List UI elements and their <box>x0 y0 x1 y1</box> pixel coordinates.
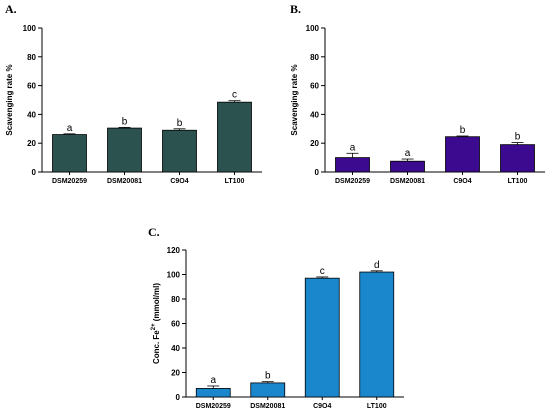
x-tick-label: LT100 <box>225 178 245 185</box>
bar-dsm20081 <box>107 127 142 173</box>
significance-label: b <box>177 118 183 129</box>
significance-label: d <box>374 260 380 271</box>
y-axis-label-main: Conc. Fe <box>152 330 161 364</box>
bar-lt100 <box>500 144 535 173</box>
y-tick-label: 60 <box>171 320 180 329</box>
x-tick-label: C9O4 <box>453 178 471 185</box>
panel-label: B. <box>290 2 301 16</box>
bar-c9o4 <box>445 136 480 173</box>
y-tick-label: 20 <box>27 139 36 148</box>
chart-panel-3: C. 0 20 40 60 80 100 120 Conc. Fe2+ (mmol/ml) a DS… <box>148 225 404 410</box>
bar-dsm20259 <box>195 388 231 398</box>
bar-dsm20081 <box>250 382 286 398</box>
y-tick-label: 40 <box>27 110 36 119</box>
y-tick-label: 40 <box>310 110 319 119</box>
x-tick-label: DSM20081 <box>390 178 425 185</box>
chart-panel-1: A. 0 20 40 60 80 100 Scavenging rate % a DSM20259… <box>5 2 262 185</box>
significance-label: b <box>460 125 466 136</box>
x-tick-label: DSM20259 <box>335 178 370 185</box>
bar-lt100 <box>359 271 395 398</box>
y-tick-label: 100 <box>306 24 320 33</box>
x-tick-label: C9O4 <box>313 403 331 410</box>
y-tick-label: 80 <box>27 53 36 62</box>
x-tick-label: LT100 <box>367 403 387 410</box>
y-axis-label: Conc. Fe2+ (mmol/ml) <box>151 283 161 364</box>
x-tick-label: DSM20259 <box>196 403 231 410</box>
x-tick-label: C9O4 <box>170 178 188 185</box>
bar-dsm20259 <box>52 134 87 173</box>
y-tick-label: 100 <box>167 271 181 280</box>
y-tick-label: 60 <box>27 82 36 91</box>
significance-label: a <box>67 123 73 134</box>
x-tick-label: LT100 <box>508 178 528 185</box>
y-tick-label: 0 <box>176 393 181 402</box>
y-tick-label: 0 <box>32 168 37 177</box>
bar-c9o4 <box>304 277 340 398</box>
significance-label: b <box>122 116 128 127</box>
significance-label: a <box>350 142 356 153</box>
y-tick-label: 100 <box>23 24 37 33</box>
significance-label: c <box>232 90 237 101</box>
chart-panel-2: B. 0 20 40 60 80 100 Scavenging rate % a DSM20259… <box>290 2 545 185</box>
y-tick-label: 80 <box>310 53 319 62</box>
bar-lt100 <box>217 101 252 173</box>
significance-label: c <box>320 266 325 277</box>
y-tick-label: 120 <box>167 246 181 255</box>
y-tick-label: 80 <box>171 295 180 304</box>
significance-label: a <box>405 148 411 159</box>
x-tick-label: DSM20259 <box>52 178 87 185</box>
bar-c9o4 <box>162 129 197 173</box>
significance-label: b <box>265 371 271 382</box>
x-tick-label: DSM20081 <box>107 178 142 185</box>
y-axis-label-superscript: 2+ <box>151 323 157 330</box>
significance-label: a <box>210 375 216 386</box>
y-axis-label: Scavenging rate % <box>5 64 14 135</box>
y-tick-label: 20 <box>310 139 319 148</box>
panel-label: C. <box>148 225 160 239</box>
panel-label: A. <box>5 2 17 16</box>
significance-label: b <box>515 131 521 142</box>
y-tick-label: 0 <box>315 168 320 177</box>
y-tick-label: 40 <box>171 344 180 353</box>
bar-dsm20081 <box>390 160 425 173</box>
x-tick-label: DSM20081 <box>250 403 285 410</box>
y-tick-label: 60 <box>310 82 319 91</box>
y-axis-label-unit: (mmol/ml) <box>152 283 161 324</box>
y-axis-label: Scavenging rate % <box>290 64 299 135</box>
y-tick-label: 20 <box>171 369 180 378</box>
bar-dsm20259 <box>335 157 370 173</box>
